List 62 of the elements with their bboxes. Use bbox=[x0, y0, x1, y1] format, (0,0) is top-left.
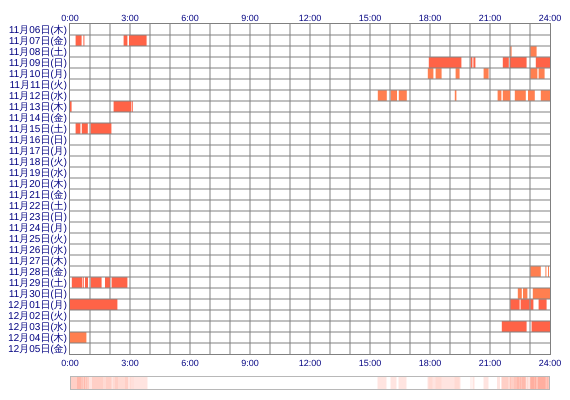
y-tick-label: 11月30日(日) bbox=[8, 289, 67, 300]
x2-tick-label: 12:00 bbox=[298, 358, 322, 368]
x2-tick-label: 9:00 bbox=[241, 358, 259, 368]
y-tick-label: 11月26日(水) bbox=[8, 244, 67, 256]
bar bbox=[528, 90, 535, 100]
x2-tick-label: 24:00 bbox=[538, 358, 562, 368]
x2-tick-label: 6:00 bbox=[181, 358, 199, 368]
y-tick-label: 11月06日(木) bbox=[8, 24, 67, 36]
y-tick-label: 11月15日(土) bbox=[8, 123, 67, 135]
bar bbox=[114, 102, 132, 112]
x-tick-label: 15:00 bbox=[358, 13, 382, 24]
x-tick-label: 6:00 bbox=[181, 13, 199, 24]
y-tick-label: 11月23日(日) bbox=[8, 212, 67, 223]
x-tick-label: 24:00 bbox=[538, 13, 562, 24]
y-tick-label: 12月03日(水) bbox=[8, 321, 67, 333]
x2-tick-label: 18:00 bbox=[418, 358, 442, 368]
bar bbox=[502, 322, 527, 332]
bar bbox=[72, 278, 82, 288]
y-tick-label: 11月24日(月) bbox=[8, 223, 67, 234]
y-tick-label: 12月04日(木) bbox=[8, 332, 67, 344]
bar bbox=[428, 58, 462, 68]
y-tick-label: 11月19日(水) bbox=[8, 167, 67, 179]
x2-tick-label: 0:00 bbox=[61, 358, 79, 368]
y-tick-label: 11月14日(金) bbox=[8, 112, 67, 124]
y-tick-label: 11月08日(土) bbox=[8, 46, 67, 58]
x2-tick-label: 3:00 bbox=[121, 358, 139, 368]
y-tick-label: 11月09日(日) bbox=[8, 58, 67, 69]
y-tick-label: 11月07日(金) bbox=[8, 35, 67, 47]
y-tick-label: 11月22日(土) bbox=[8, 200, 67, 212]
bar bbox=[85, 278, 88, 288]
y-tick-label: 11月18日(火) bbox=[8, 156, 67, 168]
y-tick-label: 11月11日(火) bbox=[10, 79, 67, 91]
x-tick-label: 9:00 bbox=[241, 13, 259, 24]
y-tick-label: 11月16日(日) bbox=[8, 135, 67, 146]
bar bbox=[70, 300, 118, 310]
y-tick-label: 11月25日(火) bbox=[8, 233, 67, 245]
y-tick-label: 11月17日(月) bbox=[8, 146, 67, 157]
bar bbox=[538, 300, 547, 310]
y-tick-label: 11月21日(金) bbox=[8, 189, 67, 201]
x-tick-label: 12:00 bbox=[298, 13, 322, 24]
y-tick-label: 11月20日(木) bbox=[8, 178, 67, 190]
y-tick-label: 11月27日(木) bbox=[8, 255, 67, 267]
y-tick-label: 12月01日(月) bbox=[8, 300, 67, 311]
x-tick-label: 0:00 bbox=[61, 13, 79, 24]
bar bbox=[532, 322, 550, 332]
y-tick-label: 11月29日(土) bbox=[8, 277, 67, 289]
x2-tick-label: 15:00 bbox=[358, 358, 382, 368]
bar bbox=[90, 278, 102, 288]
bar bbox=[540, 90, 550, 100]
x-tick-label: 21:00 bbox=[478, 13, 502, 24]
x-tick-label: 18:00 bbox=[418, 13, 442, 24]
y-tick-label: 11月13日(木) bbox=[8, 101, 67, 113]
x2-tick-label: 21:00 bbox=[478, 358, 502, 368]
y-tick-label: 12月05日(金) bbox=[8, 343, 67, 355]
y-tick-label: 11月12日(水) bbox=[8, 90, 67, 102]
bar bbox=[90, 124, 112, 134]
x-tick-label: 3:00 bbox=[121, 13, 139, 24]
y-tick-label: 11月10日(月) bbox=[8, 69, 67, 80]
y-tick-label: 12月02日(火) bbox=[8, 310, 67, 322]
y-tick-label: 11月28日(金) bbox=[8, 266, 67, 278]
bar bbox=[514, 90, 526, 100]
bar bbox=[76, 36, 82, 46]
